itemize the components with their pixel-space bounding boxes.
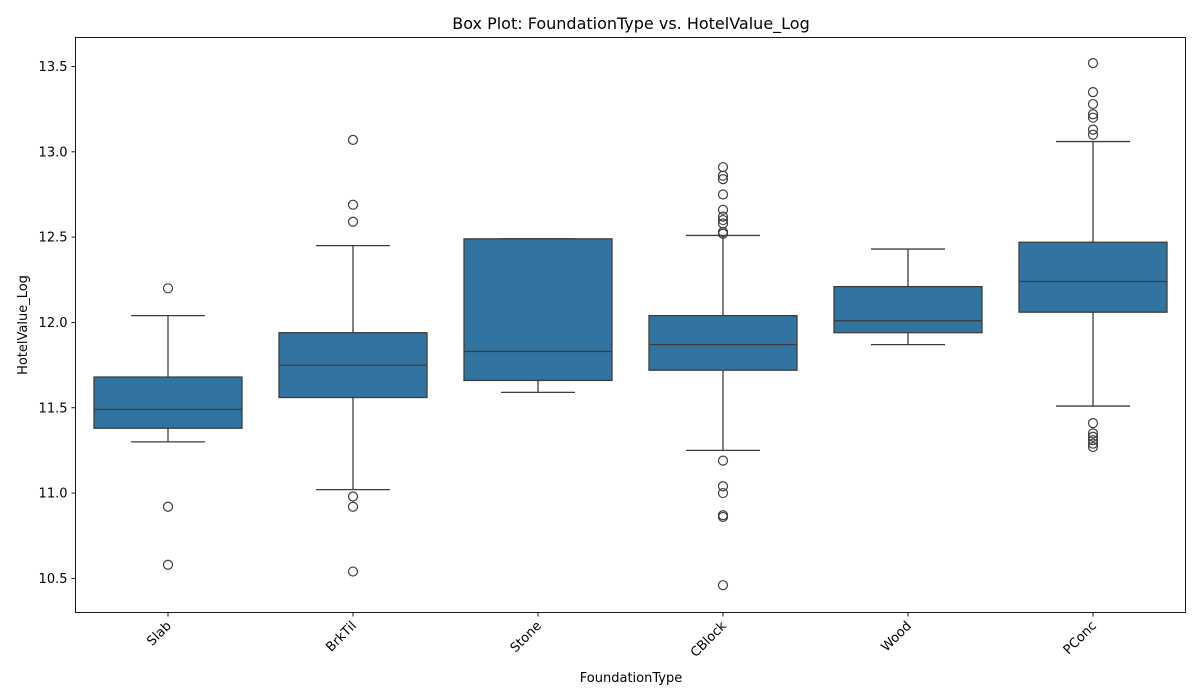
outlier-point [1087, 441, 1099, 453]
box-group-slab [93, 283, 243, 570]
outlier-point [717, 228, 729, 239]
x-tick-label: Wood [879, 619, 915, 655]
y-tick-label: 12.5 [39, 231, 68, 246]
outlier-point [717, 170, 729, 181]
x-tick-label: Slab [144, 619, 174, 649]
chart-title: Box Plot: FoundationType vs. HotelValue_… [452, 14, 809, 34]
outlier-point [717, 162, 729, 173]
outlier-point [1087, 124, 1099, 135]
box-iqr [93, 376, 243, 429]
box-iqr [1018, 241, 1168, 313]
outlier-point [717, 511, 729, 523]
outlier-point [717, 204, 729, 215]
outlier-point [162, 501, 174, 512]
y-tick-label: 10.5 [39, 572, 68, 587]
x-tick-label: CBlock [688, 618, 730, 660]
box-group-stone [463, 238, 613, 394]
outlier-point [347, 199, 359, 210]
outlier-point [1087, 418, 1099, 429]
outlier-point [347, 134, 359, 145]
outlier-point [717, 481, 729, 492]
y-tick-label: 11.5 [39, 401, 68, 416]
outlier-point [1087, 438, 1099, 449]
y-axis-label: HotelValue_Log [16, 275, 31, 375]
outlier-point [1087, 428, 1099, 439]
outlier-point [717, 487, 729, 499]
box-group-cblock [648, 162, 798, 591]
y-tick-label: 11.0 [39, 487, 68, 502]
outlier-point [717, 174, 729, 185]
box-iqr [833, 285, 983, 334]
x-axis-label: FoundationType [580, 671, 682, 686]
x-tick-label: BrkTil [323, 619, 359, 655]
y-tick-label: 12.0 [39, 316, 68, 331]
outlier-point [717, 189, 729, 200]
outlier-point [1087, 435, 1099, 446]
outlier-point [1087, 129, 1099, 140]
plot-frame [75, 37, 1186, 613]
outlier-point [347, 491, 359, 502]
outlier-point [1087, 431, 1099, 442]
box-iqr [463, 238, 613, 382]
outlier-point [162, 559, 174, 570]
x-tick-label: Stone [508, 619, 545, 656]
outlier-point [1087, 112, 1099, 123]
box-group-pconc [1018, 57, 1168, 453]
outlier-point [1087, 98, 1099, 110]
outlier-point [1087, 109, 1099, 120]
outlier-point [717, 455, 729, 466]
outlier-point [347, 216, 359, 227]
outlier-point [717, 580, 729, 591]
box-group-wood [833, 248, 983, 346]
outlier-point [717, 214, 729, 226]
plot-area [93, 57, 1168, 591]
box-group-brktil [278, 134, 428, 577]
outlier-point [162, 283, 174, 294]
outlier-point [717, 211, 729, 222]
box-iqr [648, 314, 798, 371]
x-axis: Slab BrkTil Stone CBlock Wood PConc [144, 612, 1100, 661]
y-axis: 10.5 11.0 11.5 12.0 12.5 13.0 13.5 [39, 60, 76, 587]
outlier-point [1087, 57, 1099, 69]
y-tick-label: 13.0 [39, 145, 68, 160]
outlier-point [347, 566, 359, 577]
x-tick-label: PConc [1061, 619, 1100, 658]
y-tick-label: 13.5 [39, 60, 68, 75]
outlier-point [347, 501, 359, 512]
outlier-point [1087, 86, 1099, 98]
